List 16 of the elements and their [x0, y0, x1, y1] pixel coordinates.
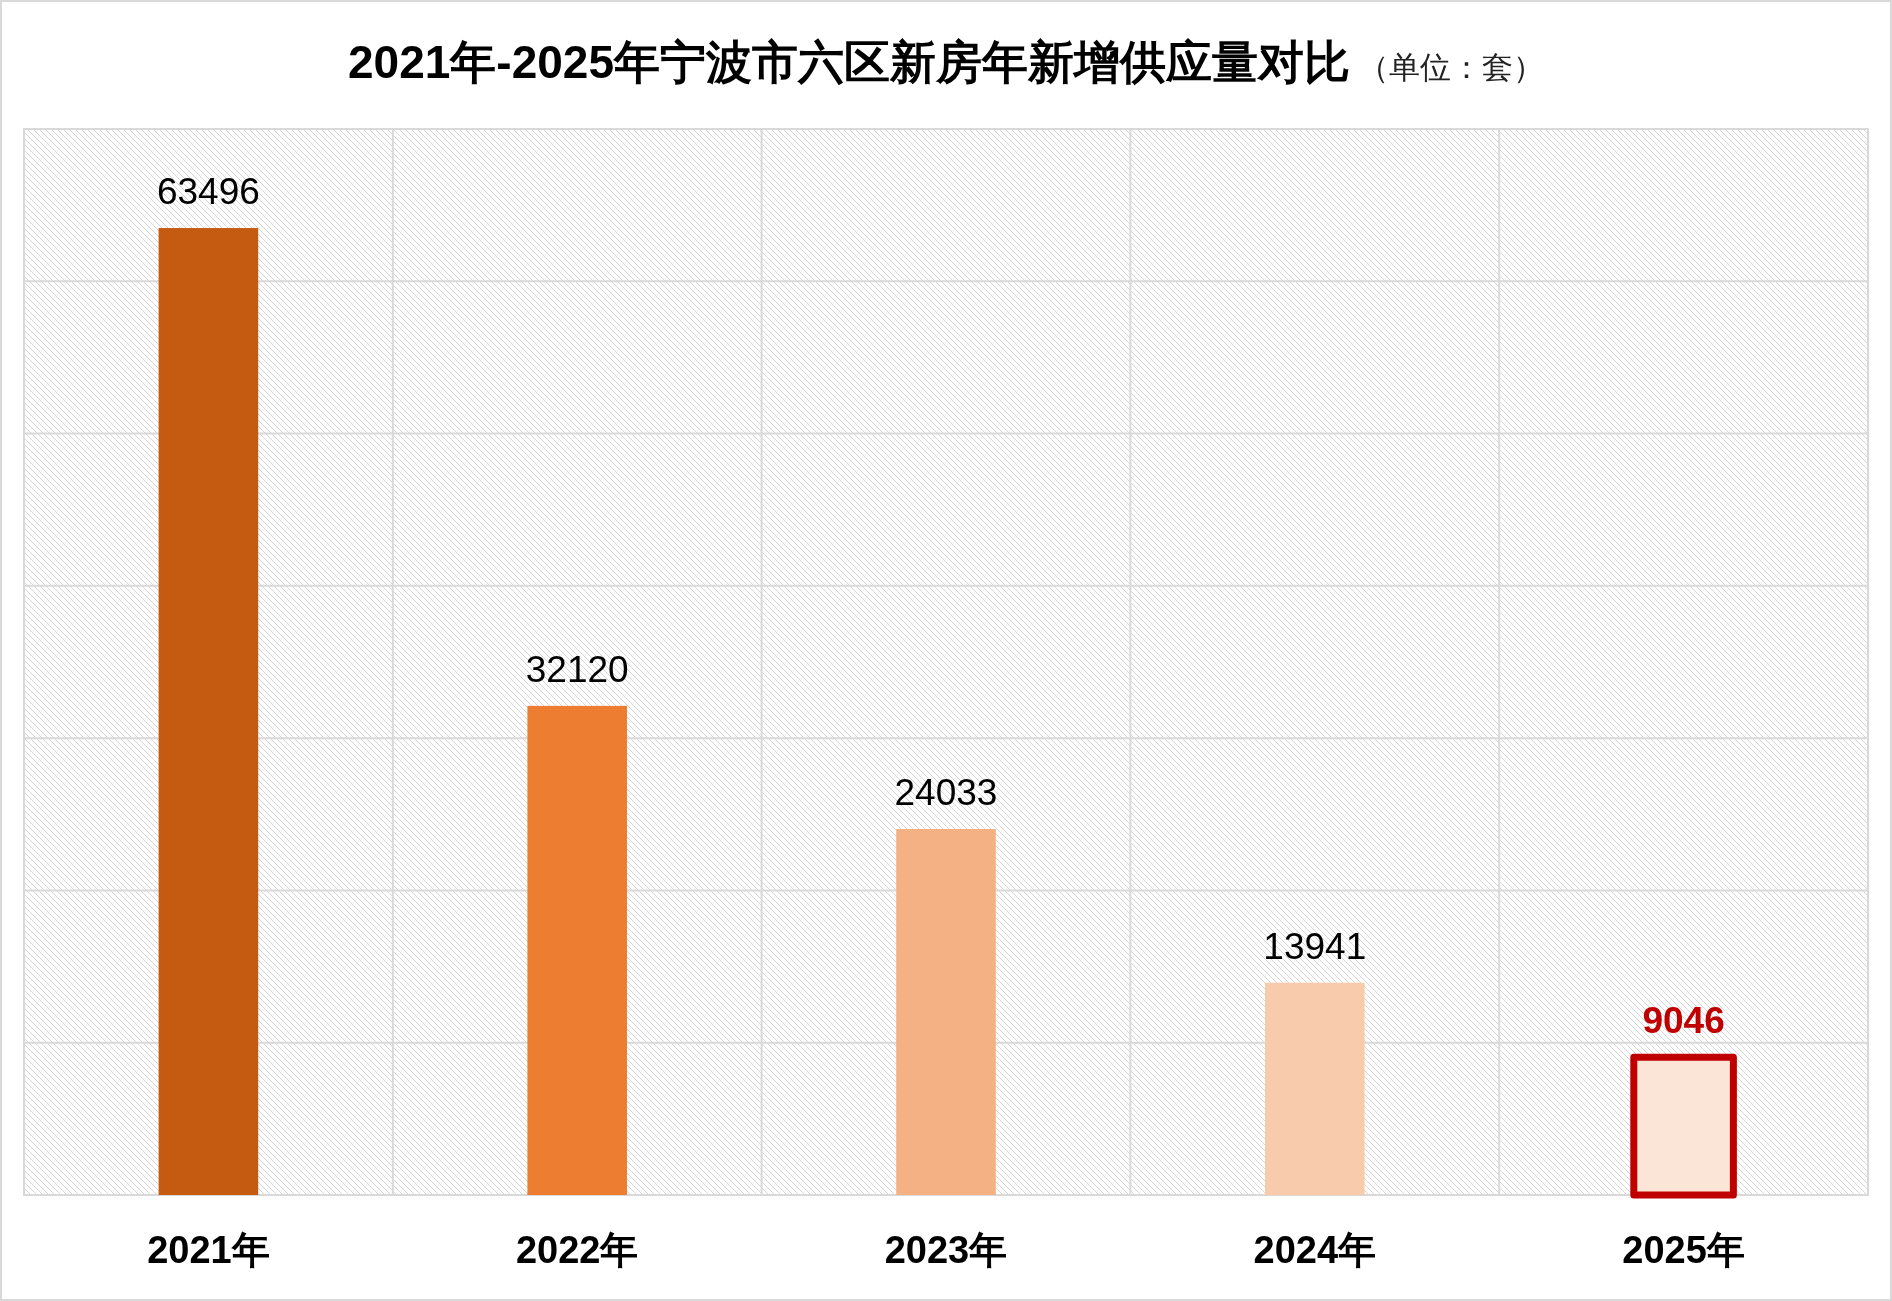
x-tick-label: 2024年: [1253, 1229, 1377, 1271]
chart-title: 2021年-2025年宁波市六区新房年新增供应量对比: [348, 36, 1350, 88]
x-tick-label: 2021年: [147, 1229, 270, 1271]
data-label: 63496: [156, 171, 260, 213]
bar: [527, 705, 627, 1195]
data-label: 24033: [894, 772, 998, 814]
data-label: 32120: [525, 648, 629, 690]
annotation: 9046: [1642, 1000, 1725, 1042]
x-tick-label: 2022年: [515, 1229, 639, 1271]
bar: [1265, 982, 1365, 1195]
bar: [896, 829, 996, 1195]
bar: [158, 228, 259, 1195]
x-tick-label: 2023年: [884, 1229, 1008, 1271]
data-label: 13941: [1263, 925, 1367, 967]
x-tick-label: 2025年: [1622, 1229, 1745, 1271]
chart-subtitle: （单位：套）: [1357, 50, 1544, 85]
